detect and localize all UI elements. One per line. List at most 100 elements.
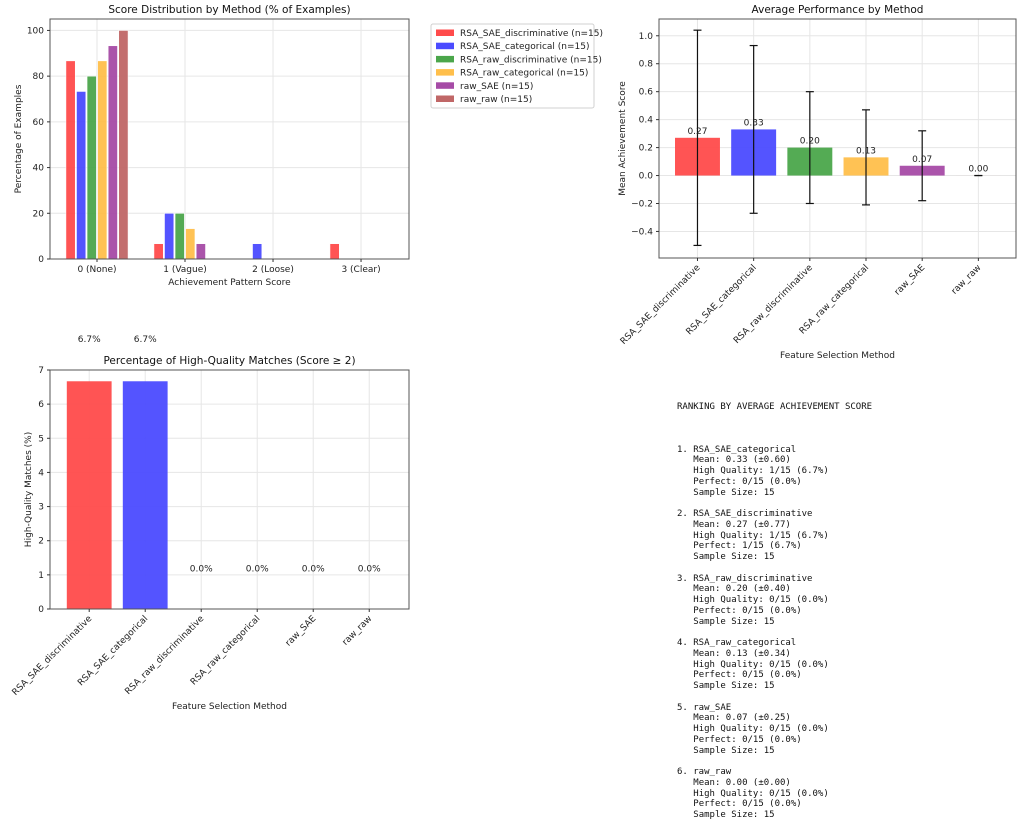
bar xyxy=(98,61,107,259)
ranking-perfect: Perfect: 1/15 (6.7%) xyxy=(677,541,872,552)
data-label: 6.7% xyxy=(78,335,101,345)
bar xyxy=(175,213,184,259)
legend-entry: raw_raw (n=15) xyxy=(460,95,532,105)
x-tick-label: raw_raw xyxy=(950,263,984,297)
data-label: 0.20 xyxy=(800,137,820,147)
legend-swatch xyxy=(436,82,454,89)
data-label: 0.0% xyxy=(358,564,381,574)
y-tick-label: 6 xyxy=(38,400,44,410)
ranking-text-panel: RANKING BY AVERAGE ACHIEVEMENT SCORE 1. … xyxy=(677,380,872,832)
data-label: 0.0% xyxy=(246,564,269,574)
y-tick-label: 80 xyxy=(33,72,45,82)
bar xyxy=(154,244,163,259)
bar xyxy=(108,46,117,259)
ranking-perfect: Perfect: 0/15 (0.0%) xyxy=(677,799,872,810)
data-label: 0.07 xyxy=(912,155,932,165)
y-tick-label: −0.2 xyxy=(631,199,653,209)
bar xyxy=(123,381,168,609)
legend: RSA_SAE_discriminative (n=15)RSA_SAE_cat… xyxy=(431,24,603,108)
x-tick-label: 3 (Clear) xyxy=(341,265,380,275)
data-label: 0.33 xyxy=(744,118,764,128)
y-axis-label: High-Quality Matches (%) xyxy=(24,432,34,547)
ranking-header: 1. RSA_SAE_categorical xyxy=(677,445,872,456)
ranking-perfect: Perfect: 0/15 (0.0%) xyxy=(677,735,872,746)
data-label: 0.13 xyxy=(856,146,876,156)
data-label: 0.0% xyxy=(302,564,325,574)
ranking-high-quality: High Quality: 1/15 (6.7%) xyxy=(677,531,872,542)
y-tick-label: 60 xyxy=(33,118,45,128)
ranking-high-quality: High Quality: 0/15 (0.0%) xyxy=(677,724,872,735)
y-tick-label: 1.0 xyxy=(639,32,654,42)
ranking-perfect: Perfect: 0/15 (0.0%) xyxy=(677,606,872,617)
bar xyxy=(164,213,173,259)
y-tick-label: 0 xyxy=(38,255,44,265)
chart-title: Percentage of High-Quality Matches (Scor… xyxy=(103,355,355,367)
chart-title: Average Performance by Method xyxy=(752,4,924,16)
x-tick-label: 2 (Loose) xyxy=(252,265,294,275)
y-tick-label: 20 xyxy=(33,209,45,219)
legend-entry: RSA_raw_categorical (n=15) xyxy=(460,69,588,79)
data-label: 0.00 xyxy=(968,165,988,175)
x-axis-label: Feature Selection Method xyxy=(780,351,895,361)
bar xyxy=(76,91,85,259)
legend-swatch xyxy=(436,56,454,63)
y-tick-label: 0.6 xyxy=(639,88,654,98)
ranking-sample: Sample Size: 15 xyxy=(677,552,872,563)
bar xyxy=(66,61,75,259)
ranking-perfect: Perfect: 0/15 (0.0%) xyxy=(677,477,872,488)
ranking-header: 3. RSA_raw_discriminative xyxy=(677,574,872,585)
ranking-high-quality: High Quality: 1/15 (6.7%) xyxy=(677,466,872,477)
legend-swatch xyxy=(436,43,454,50)
average-performance-chart: 0.270.330.200.130.070.00−0.4−0.20.00.20.… xyxy=(618,4,1016,361)
y-tick-label: −0.4 xyxy=(631,227,653,237)
ranking-high-quality: High Quality: 0/15 (0.0%) xyxy=(677,595,872,606)
y-tick-label: 0.2 xyxy=(639,144,653,154)
ranking-mean: Mean: 0.27 (±0.77) xyxy=(677,520,872,531)
data-label: 0.27 xyxy=(687,127,707,137)
ranking-title: RANKING BY AVERAGE ACHIEVEMENT SCORE xyxy=(677,402,872,413)
y-tick-label: 5 xyxy=(38,434,44,444)
y-tick-label: 100 xyxy=(27,26,44,36)
high-quality-matches-chart: 6.7%6.7%0.0%0.0%0.0%0.0%01234567RSA_SAE_… xyxy=(11,335,409,712)
x-tick-label: 0 (None) xyxy=(77,265,116,275)
ranking-header: 5. raw_SAE xyxy=(677,703,872,714)
y-tick-label: 3 xyxy=(38,503,44,513)
ranking-high-quality: High Quality: 0/15 (0.0%) xyxy=(677,789,872,800)
y-tick-label: 0.8 xyxy=(639,60,654,70)
legend-entry: RSA_SAE_categorical (n=15) xyxy=(460,42,590,52)
x-axis-label: Achievement Pattern Score xyxy=(168,278,291,288)
ranking-mean: Mean: 0.20 (±0.40) xyxy=(677,584,872,595)
x-tick-label: raw_raw xyxy=(341,614,375,648)
legend-swatch xyxy=(436,96,454,103)
ranking-sample: Sample Size: 15 xyxy=(677,810,872,821)
bar xyxy=(330,244,339,259)
bar xyxy=(119,30,128,259)
ranking-mean: Mean: 0.00 (±0.00) xyxy=(677,778,872,789)
y-tick-label: 0.4 xyxy=(639,116,654,126)
y-tick-label: 7 xyxy=(38,366,44,376)
legend-swatch xyxy=(436,69,454,76)
chart-title: Score Distribution by Method (% of Examp… xyxy=(108,4,350,16)
ranking-sample: Sample Size: 15 xyxy=(677,746,872,757)
data-label: 0.0% xyxy=(190,564,213,574)
y-axis-label: Percentage of Examples xyxy=(14,84,24,193)
y-tick-label: 1 xyxy=(38,571,44,581)
legend-entry: RSA_raw_discriminative (n=15) xyxy=(460,55,602,65)
ranking-header: 2. RSA_SAE_discriminative xyxy=(677,509,872,520)
bar xyxy=(196,244,205,259)
ranking-sample: Sample Size: 15 xyxy=(677,681,872,692)
data-label: 6.7% xyxy=(134,335,157,345)
ranking-mean: Mean: 0.33 (±0.60) xyxy=(677,455,872,466)
bar xyxy=(87,76,96,259)
bar xyxy=(67,381,112,609)
y-tick-label: 4 xyxy=(38,468,44,478)
ranking-header: 6. raw_raw xyxy=(677,767,872,778)
ranking-header: 4. RSA_raw_categorical xyxy=(677,638,872,649)
legend-entry: raw_SAE (n=15) xyxy=(460,82,533,92)
